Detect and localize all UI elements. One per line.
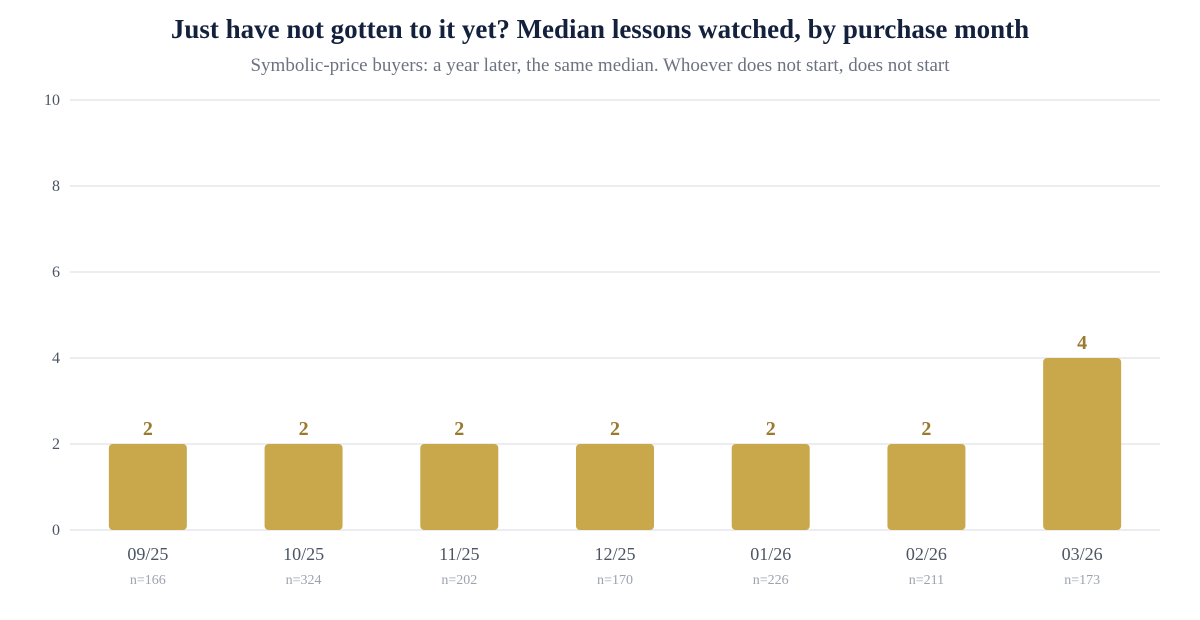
x-tick-label: 11/25 — [439, 544, 479, 564]
y-tick-label: 10 — [44, 92, 60, 109]
x-tick-label: 03/26 — [1062, 544, 1103, 564]
sample-size-label: n=166 — [130, 573, 166, 588]
bar — [576, 444, 654, 530]
y-tick-label: 8 — [52, 178, 60, 195]
sample-size-label: n=211 — [909, 573, 944, 588]
bar-value-label: 2 — [299, 418, 309, 440]
bar-value-label: 4 — [1077, 332, 1087, 354]
y-tick-label: 2 — [52, 436, 60, 453]
bar-value-label: 2 — [610, 418, 620, 440]
chart-subtitle: Symbolic-price buyers: a year later, the… — [250, 55, 950, 76]
bar-value-label: 2 — [921, 418, 931, 440]
bar — [420, 444, 499, 530]
y-tick-label: 0 — [52, 522, 60, 539]
sample-size-label: n=226 — [753, 573, 789, 588]
sample-size-label: n=173 — [1064, 573, 1100, 588]
y-tick-label: 4 — [52, 350, 60, 367]
x-tick-label: 09/25 — [127, 544, 168, 564]
x-tick-label: 01/26 — [750, 544, 791, 564]
bar — [264, 444, 343, 530]
x-tick-label: 12/25 — [594, 544, 635, 564]
bar — [887, 444, 966, 530]
chart-title: Just have not gotten to it yet? Median l… — [170, 14, 1030, 44]
x-tick-label: 02/26 — [906, 544, 947, 564]
sample-size-label: n=324 — [286, 573, 322, 588]
sample-size-label: n=202 — [441, 573, 477, 588]
bar-value-label: 2 — [766, 418, 776, 440]
bar-value-label: 2 — [143, 418, 153, 440]
bar-value-label: 2 — [454, 418, 464, 440]
bar — [731, 444, 810, 530]
sample-size-label: n=170 — [597, 573, 633, 588]
bar — [1043, 358, 1122, 530]
bar — [108, 444, 187, 530]
y-tick-label: 6 — [52, 264, 60, 281]
x-tick-label: 10/25 — [283, 544, 324, 564]
